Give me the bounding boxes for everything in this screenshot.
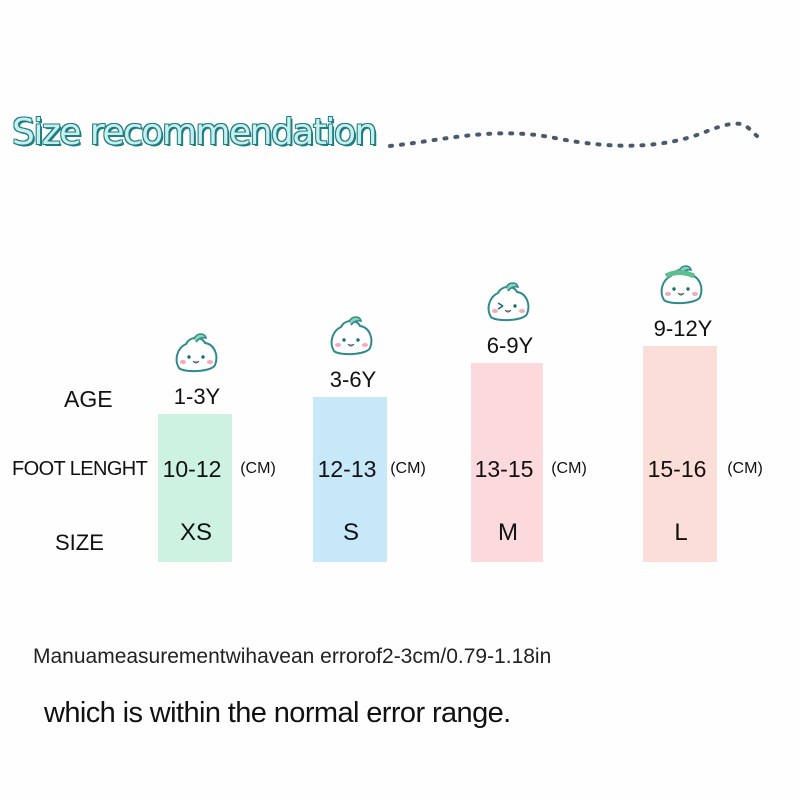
foot-length-row-label: FOOT LENGHT [12,458,148,480]
chart-title: Size recommendation [12,112,377,153]
error-range-note: which is within the normal error range. [44,697,511,729]
unit-label: (CM) [727,460,763,477]
size-label: L [674,519,688,546]
unit-label: (CM) [551,460,587,477]
foot-length-value: 13-15 [474,456,534,482]
unit-label: (CM) [390,460,426,477]
age-label: 3-6Y [329,366,377,392]
age-label: 9-12Y [653,315,713,341]
age-label: 6-9Y [486,332,534,358]
size-label: S [342,519,360,546]
foot-length-value: 12-13 [317,456,377,482]
mascot-icon [327,313,377,364]
size-row-label: SIZE [55,530,104,555]
foot-length-value: 10-12 [162,456,222,482]
size-label: M [498,519,518,546]
mascot-icon [172,330,222,381]
size-bar-l [643,345,717,562]
measurement-note: Manuameasurementwihavean errorof2-3cm/0.… [33,645,552,668]
unit-label: (CM) [240,460,276,477]
size-bar-xs [158,413,232,562]
dotted-wave-decoration [388,121,759,148]
size-label: XS [179,519,213,546]
mascot-icon [484,279,534,330]
size-bar-s [313,396,387,562]
age-label: 1-3Y [173,383,221,409]
size-bar-m [471,362,543,562]
mascot-icon [657,262,707,313]
age-row-label: AGE [64,386,113,412]
foot-length-value: 15-16 [647,456,707,482]
